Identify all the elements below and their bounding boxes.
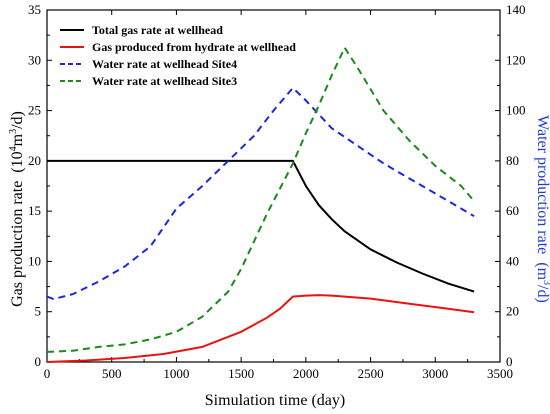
y-right-axis-ticks: 0 20 40 60 80 100 120 140 <box>495 2 526 369</box>
x-tick-label: 500 <box>102 366 122 381</box>
legend-label-4: Water rate at wellhead Site3 <box>92 74 237 88</box>
y-left-tick-label: 0 <box>35 354 42 369</box>
y-left-tick-label: 10 <box>28 253 41 268</box>
y-right-tick-label: 0 <box>506 354 513 369</box>
y-left-tick-label: 20 <box>28 153 41 168</box>
x-tick-label: 1000 <box>163 366 189 381</box>
y-right-tick-label: 100 <box>506 103 526 118</box>
x-axis-title: Simulation time (day) <box>205 392 345 409</box>
y-right-tick-label: 120 <box>506 52 526 67</box>
y-right-axis-unit-base: (m <box>534 262 550 280</box>
y-right-tick-label: 80 <box>506 153 519 168</box>
x-tick-label: 3000 <box>422 366 448 381</box>
y-left-tick-label: 15 <box>28 203 41 218</box>
y-left-axis-unit-exp2: 3 <box>8 129 19 134</box>
series-layer <box>46 45 475 363</box>
legend-label-2: Gas produced from hydrate at wellhead <box>92 40 296 54</box>
y-right-tick-label: 60 <box>506 203 519 218</box>
series-line-4 <box>46 45 475 353</box>
series-line-2 <box>46 294 475 363</box>
y-right-axis-title-text: Water production rate <box>534 115 550 254</box>
y-left-axis-unit-exp: 4 <box>8 146 19 151</box>
x-tick-label: 2000 <box>293 366 319 381</box>
x-tick-label: 3500 <box>487 366 513 381</box>
x-tick-label: 2500 <box>358 366 384 381</box>
y-left-axis-unit-base: (10 <box>9 151 26 172</box>
y-right-tick-label: 140 <box>506 2 526 17</box>
y-right-tick-label: 40 <box>506 253 519 268</box>
y-left-axis-ticks: 0 5 10 15 20 25 30 35 <box>28 2 52 369</box>
y-left-tick-label: 5 <box>35 304 42 319</box>
legend-label-3: Water rate at wellhead Site4 <box>92 57 237 71</box>
x-axis-ticks: 0 500 1000 1500 2000 2500 3000 3500 <box>44 10 513 381</box>
y-left-tick-label: 35 <box>28 2 41 17</box>
series-line-1 <box>47 159 475 293</box>
x-tick-label: 1500 <box>228 366 254 381</box>
x-tick-label: 0 <box>44 366 51 381</box>
y-left-tick-label: 25 <box>28 103 41 118</box>
y-left-axis-title-text: Gas production rate <box>9 181 26 307</box>
legend-label-1: Total gas rate at wellhead <box>92 23 223 37</box>
y-right-axis-unit-end: /d) <box>534 285 550 303</box>
y-right-axis-title: Water production rate (m3/d) <box>534 115 550 303</box>
y-right-tick-label: 20 <box>506 304 519 319</box>
y-left-tick-label: 30 <box>28 52 41 67</box>
series-line-3 <box>46 86 475 301</box>
y-right-axis-unit-exp: 3 <box>541 280 550 285</box>
y-left-axis-title: Gas production rate (104m3/d) <box>8 111 26 307</box>
legend: Total gas rate at wellhead Gas produced f… <box>60 23 296 88</box>
y-left-axis-unit-end: /d) <box>9 111 26 129</box>
y-left-axis-unit-mid: m <box>9 133 26 146</box>
